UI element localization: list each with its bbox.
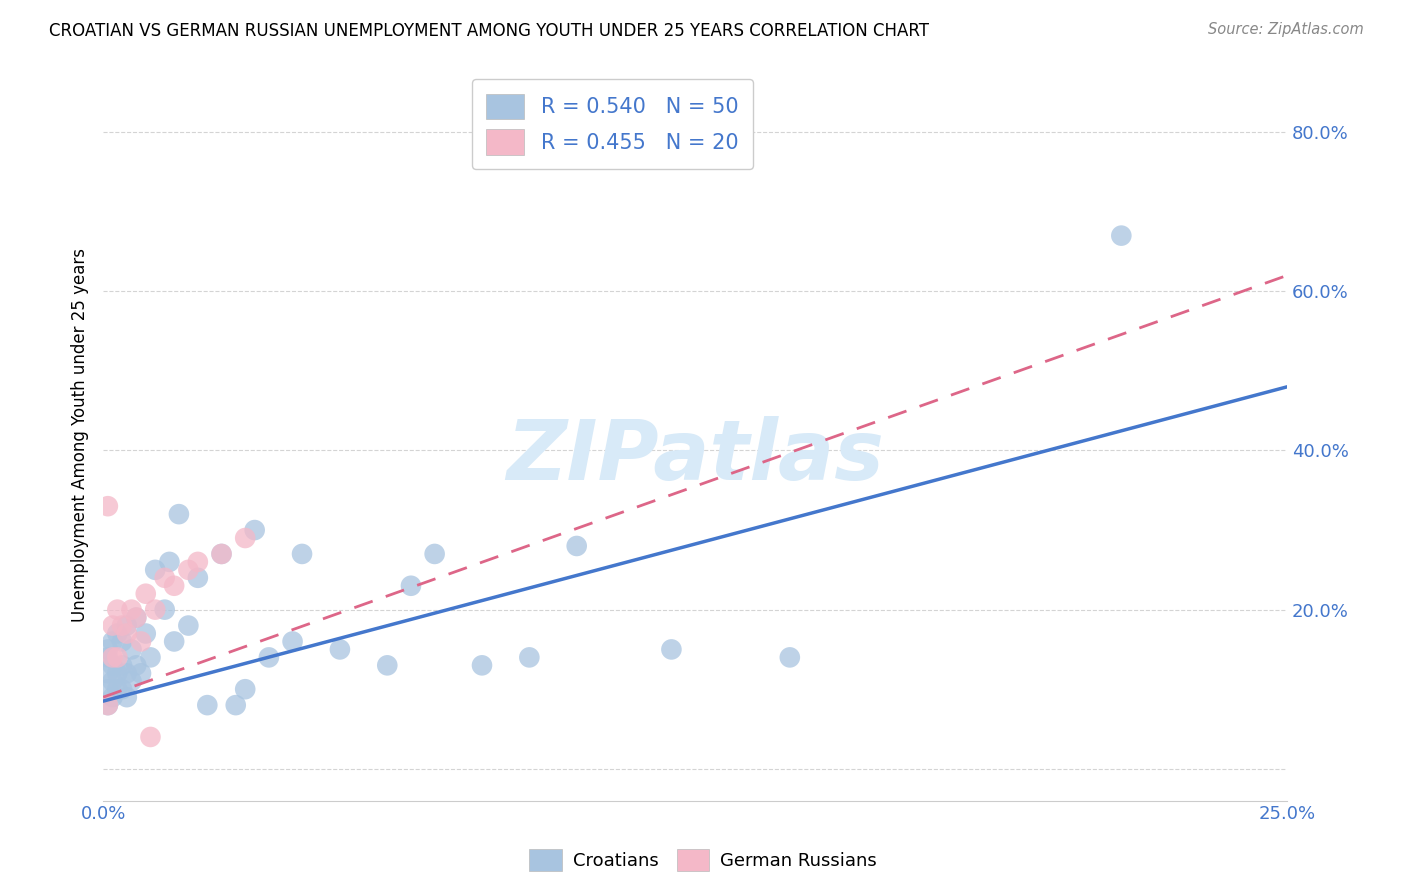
Point <box>139 650 162 665</box>
Point <box>121 602 143 616</box>
Point <box>101 658 124 673</box>
Point <box>153 602 176 616</box>
Point <box>105 682 128 697</box>
Point <box>105 666 128 681</box>
Point <box>129 634 152 648</box>
Text: Source: ZipAtlas.com: Source: ZipAtlas.com <box>1208 22 1364 37</box>
Point <box>105 626 128 640</box>
Point <box>143 602 166 616</box>
Point <box>399 579 422 593</box>
Point <box>211 547 233 561</box>
Point <box>195 698 218 713</box>
Point <box>375 658 398 673</box>
Point <box>163 634 186 648</box>
Point <box>517 650 540 665</box>
Point <box>211 547 233 561</box>
Point <box>153 571 176 585</box>
Point <box>187 555 209 569</box>
Point <box>125 658 148 673</box>
Point <box>101 674 124 689</box>
Point <box>125 610 148 624</box>
Point <box>97 698 120 713</box>
Point <box>97 642 120 657</box>
Point <box>101 690 124 705</box>
Point <box>233 531 256 545</box>
Point <box>101 618 124 632</box>
Text: ZIPatlas: ZIPatlas <box>506 416 884 497</box>
Point <box>177 618 200 632</box>
Point <box>101 634 124 648</box>
Point <box>135 587 157 601</box>
Point <box>97 666 120 681</box>
Point <box>115 666 138 681</box>
Legend: Croatians, German Russians: Croatians, German Russians <box>522 842 884 879</box>
Point <box>139 730 162 744</box>
Point <box>281 634 304 648</box>
Text: CROATIAN VS GERMAN RUSSIAN UNEMPLOYMENT AMONG YOUTH UNDER 25 YEARS CORRELATION C: CROATIAN VS GERMAN RUSSIAN UNEMPLOYMENT … <box>49 22 929 40</box>
Point <box>661 642 683 657</box>
Legend: R = 0.540   N = 50, R = 0.455   N = 20: R = 0.540 N = 50, R = 0.455 N = 20 <box>472 78 752 169</box>
Point <box>135 626 157 640</box>
Point <box>121 642 143 657</box>
Point <box>105 650 128 665</box>
Point <box>177 563 200 577</box>
Point <box>111 618 134 632</box>
Point <box>167 507 190 521</box>
Point <box>471 658 494 673</box>
Point <box>163 579 186 593</box>
Point <box>101 650 124 665</box>
Point <box>1111 228 1133 243</box>
Point <box>159 555 181 569</box>
Point <box>243 523 266 537</box>
Point <box>291 547 314 561</box>
Point <box>97 499 120 513</box>
Point <box>257 650 280 665</box>
Point <box>143 563 166 577</box>
Point <box>779 650 801 665</box>
Point <box>565 539 588 553</box>
Point <box>115 690 138 705</box>
Point <box>111 658 134 673</box>
Point <box>111 682 134 697</box>
Point <box>129 666 152 681</box>
Point <box>121 674 143 689</box>
Y-axis label: Unemployment Among Youth under 25 years: Unemployment Among Youth under 25 years <box>72 248 89 622</box>
Point <box>115 626 138 640</box>
Point <box>423 547 446 561</box>
Point <box>97 698 120 713</box>
Point <box>105 602 128 616</box>
Point <box>225 698 247 713</box>
Point <box>115 618 138 632</box>
Point <box>97 682 120 697</box>
Point <box>97 650 120 665</box>
Point <box>233 682 256 697</box>
Point <box>111 634 134 648</box>
Point <box>329 642 352 657</box>
Point <box>187 571 209 585</box>
Point <box>125 610 148 624</box>
